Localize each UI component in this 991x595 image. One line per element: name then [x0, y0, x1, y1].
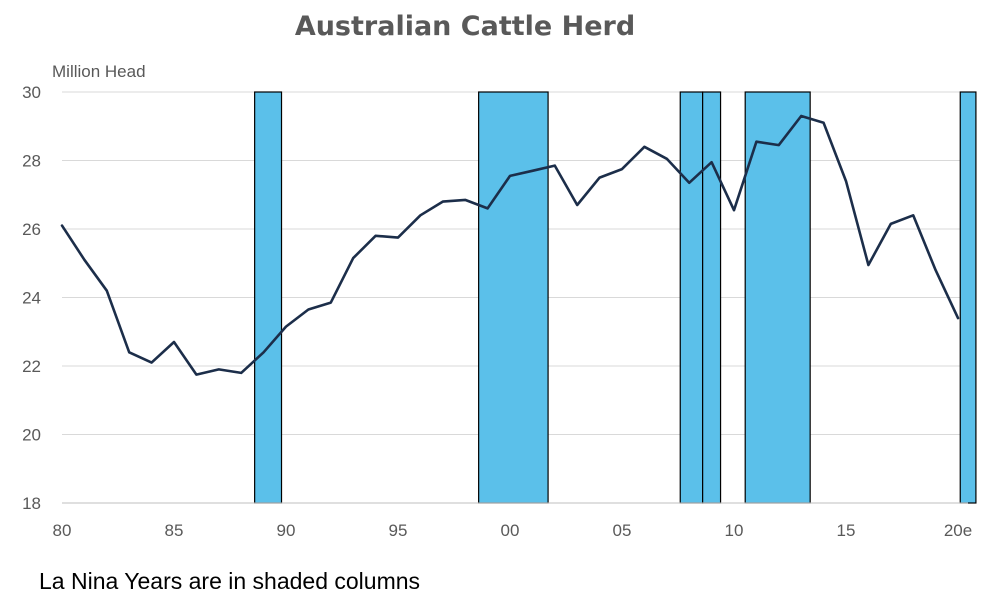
- y-tick-20: 20: [22, 426, 41, 445]
- shaded-column-3: [703, 92, 721, 503]
- y-tick-28: 28: [22, 152, 41, 171]
- x-axis-ticks: 80 85 90 95 00 05 10 15 20e: [53, 521, 973, 540]
- x-tick-90: 90: [277, 521, 296, 540]
- y-tick-18: 18: [22, 494, 41, 513]
- y-axis-unit-label: Million Head: [52, 62, 146, 81]
- x-tick-95: 95: [389, 521, 408, 540]
- x-tick-00: 00: [501, 521, 520, 540]
- shaded-column-0: [255, 92, 282, 503]
- y-tick-22: 22: [22, 357, 41, 376]
- x-tick-20e: 20e: [944, 521, 972, 540]
- x-tick-80: 80: [53, 521, 72, 540]
- x-tick-15: 15: [837, 521, 856, 540]
- x-tick-85: 85: [165, 521, 184, 540]
- chart-title: Australian Cattle Herd: [295, 11, 635, 42]
- y-tick-26: 26: [22, 220, 41, 239]
- x-tick-10: 10: [725, 521, 744, 540]
- footnote: La Nina Years are in shaded columns: [39, 568, 420, 595]
- shaded-column-1: [479, 92, 548, 503]
- shaded-column-5: [960, 92, 976, 503]
- y-tick-24: 24: [22, 289, 41, 308]
- shaded-column-4: [745, 92, 810, 503]
- y-tick-30: 30: [22, 83, 41, 102]
- x-tick-05: 05: [613, 521, 632, 540]
- shaded-column-2: [680, 92, 702, 503]
- y-axis-ticks: 18 20 22 24 26 28 30: [22, 83, 41, 513]
